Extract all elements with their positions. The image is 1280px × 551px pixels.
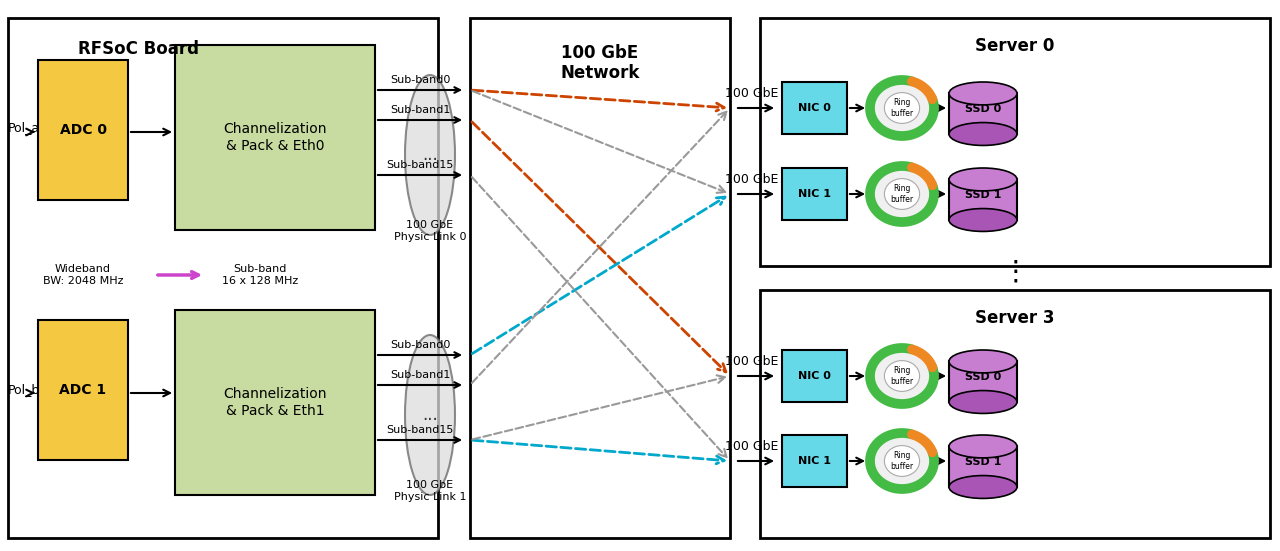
Text: SSD 1: SSD 1 <box>965 190 1001 200</box>
Ellipse shape <box>870 166 934 222</box>
Bar <box>8 18 438 538</box>
Text: 100 GbE
Network: 100 GbE Network <box>561 44 640 83</box>
Text: Wideband
BW: 2048 MHz: Wideband BW: 2048 MHz <box>42 264 123 286</box>
Bar <box>38 320 128 460</box>
Text: RFSoC Board: RFSoC Board <box>78 40 198 58</box>
Ellipse shape <box>870 80 934 136</box>
Bar <box>782 350 847 402</box>
Ellipse shape <box>404 75 454 235</box>
Bar <box>760 290 1270 538</box>
Text: SSD 1: SSD 1 <box>965 457 1001 467</box>
Ellipse shape <box>948 350 1018 373</box>
Text: NIC 1: NIC 1 <box>797 189 831 199</box>
Text: NIC 1: NIC 1 <box>797 456 831 466</box>
Text: Channelization
& Pack & Eth1: Channelization & Pack & Eth1 <box>223 387 326 418</box>
Text: Ring
buffer: Ring buffer <box>891 451 914 471</box>
Text: Sub-band1: Sub-band1 <box>390 370 451 380</box>
Bar <box>948 446 1018 487</box>
Ellipse shape <box>884 93 919 123</box>
Ellipse shape <box>870 348 934 404</box>
Ellipse shape <box>404 335 454 495</box>
Ellipse shape <box>884 360 919 391</box>
Bar <box>948 361 1018 402</box>
Text: ADC 0: ADC 0 <box>59 123 106 137</box>
Text: Server 3: Server 3 <box>975 309 1055 327</box>
Text: Sub-band
16 x 128 MHz: Sub-band 16 x 128 MHz <box>221 264 298 286</box>
Text: ⋮: ⋮ <box>1001 258 1029 286</box>
Ellipse shape <box>948 435 1018 458</box>
Ellipse shape <box>948 82 1018 105</box>
Text: NIC 0: NIC 0 <box>797 371 831 381</box>
Text: ADC 1: ADC 1 <box>59 383 106 397</box>
Bar <box>175 45 375 230</box>
Text: 100 GbE
Physic Link 0: 100 GbE Physic Link 0 <box>394 220 466 241</box>
Text: Ring
buffer: Ring buffer <box>891 98 914 118</box>
Bar <box>175 310 375 495</box>
Ellipse shape <box>948 168 1018 191</box>
Bar <box>948 180 1018 220</box>
Ellipse shape <box>948 209 1018 231</box>
Ellipse shape <box>884 446 919 477</box>
Text: Server 0: Server 0 <box>975 37 1055 55</box>
Bar <box>782 82 847 134</box>
Text: Sub-band1: Sub-band1 <box>390 105 451 115</box>
Text: Sub-band0: Sub-band0 <box>390 340 451 350</box>
Text: ...: ... <box>422 146 438 164</box>
Text: SSD 0: SSD 0 <box>965 372 1001 382</box>
Bar <box>782 435 847 487</box>
Bar <box>38 60 128 200</box>
Ellipse shape <box>870 433 934 489</box>
Text: 100 GbE: 100 GbE <box>726 440 778 453</box>
Text: Pol_b: Pol_b <box>8 383 40 397</box>
Text: Sub-band15: Sub-band15 <box>387 425 453 435</box>
Text: Pol_a: Pol_a <box>8 122 40 134</box>
Text: 100 GbE: 100 GbE <box>726 87 778 100</box>
Text: Channelization
& Pack & Eth0: Channelization & Pack & Eth0 <box>223 122 326 153</box>
Text: 100 GbE: 100 GbE <box>726 173 778 186</box>
Text: Ring
buffer: Ring buffer <box>891 366 914 386</box>
Text: SSD 0: SSD 0 <box>965 104 1001 114</box>
Text: Sub-band15: Sub-band15 <box>387 160 453 170</box>
Text: ...: ... <box>422 406 438 424</box>
Bar <box>782 168 847 220</box>
Text: Ring
buffer: Ring buffer <box>891 184 914 204</box>
Ellipse shape <box>948 476 1018 499</box>
Bar <box>760 18 1270 266</box>
Text: 100 GbE: 100 GbE <box>726 355 778 368</box>
Ellipse shape <box>884 179 919 209</box>
Bar <box>470 18 730 538</box>
Ellipse shape <box>948 391 1018 413</box>
Text: NIC 0: NIC 0 <box>797 103 831 113</box>
Bar <box>948 94 1018 134</box>
Ellipse shape <box>948 122 1018 145</box>
Text: 100 GbE
Physic Link 1: 100 GbE Physic Link 1 <box>394 480 466 501</box>
Text: Sub-band0: Sub-band0 <box>390 75 451 85</box>
